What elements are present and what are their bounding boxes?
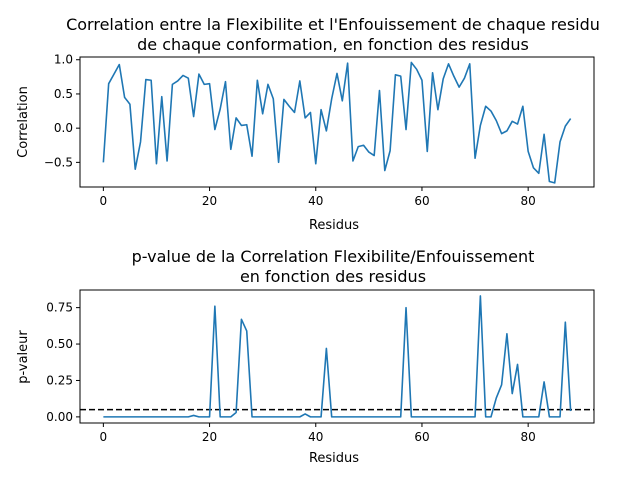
x-tick-label: 0 bbox=[100, 194, 108, 208]
y-tick-label: 0.50 bbox=[46, 337, 73, 351]
pvalue-chart-title-line2: en fonction des residus bbox=[240, 267, 426, 286]
pvalue-chart: p-value de la Correlation Flexibilite/En… bbox=[16, 247, 595, 466]
x-tick-label: 60 bbox=[414, 430, 429, 444]
y-tick-label: 0.75 bbox=[46, 301, 73, 315]
correlation-chart-title-line2: de chaque conformation, en fonction des … bbox=[137, 35, 529, 54]
correlation-chart-ticks: 0 20 40 60 80 −0.5 0.0 0.5 1.0 bbox=[44, 53, 536, 208]
pvalue-chart-title-line1: p-value de la Correlation Flexibilite/En… bbox=[132, 247, 535, 266]
x-tick-label: 80 bbox=[521, 194, 536, 208]
correlation-chart-xlabel: Residus bbox=[309, 218, 359, 233]
x-tick-label: 20 bbox=[202, 194, 217, 208]
correlation-chart: Correlation entre la Flexibilite et l'En… bbox=[16, 15, 600, 233]
x-tick-label: 40 bbox=[308, 430, 323, 444]
pvalue-chart-ticks: 0 20 40 60 80 0.00 0.25 0.50 0.75 bbox=[46, 301, 536, 444]
y-tick-label: 0.0 bbox=[54, 121, 73, 135]
pvalue-data-points bbox=[103, 295, 571, 417]
correlation-data-points bbox=[103, 62, 571, 183]
pvalue-chart-frame bbox=[79, 289, 595, 424]
x-tick-label: 40 bbox=[308, 194, 323, 208]
x-tick-label: 20 bbox=[202, 430, 217, 444]
pvalue-chart-xlabel: Residus bbox=[309, 451, 359, 466]
x-tick-label: 0 bbox=[100, 430, 108, 444]
y-tick-label: 1.0 bbox=[54, 53, 73, 67]
x-tick-label: 80 bbox=[521, 430, 536, 444]
x-tick-label: 60 bbox=[414, 194, 429, 208]
y-tick-label: 0.5 bbox=[54, 87, 73, 101]
correlation-chart-frame bbox=[79, 56, 595, 188]
correlation-chart-ylabel: Correlation bbox=[16, 86, 31, 158]
correlation-chart-title-line1: Correlation entre la Flexibilite et l'En… bbox=[66, 15, 600, 34]
y-tick-label: −0.5 bbox=[44, 155, 73, 169]
y-tick-label: 0.25 bbox=[46, 373, 73, 387]
pvalue-chart-ylabel: p-valeur bbox=[16, 330, 31, 384]
y-tick-label: 0.00 bbox=[46, 410, 73, 424]
